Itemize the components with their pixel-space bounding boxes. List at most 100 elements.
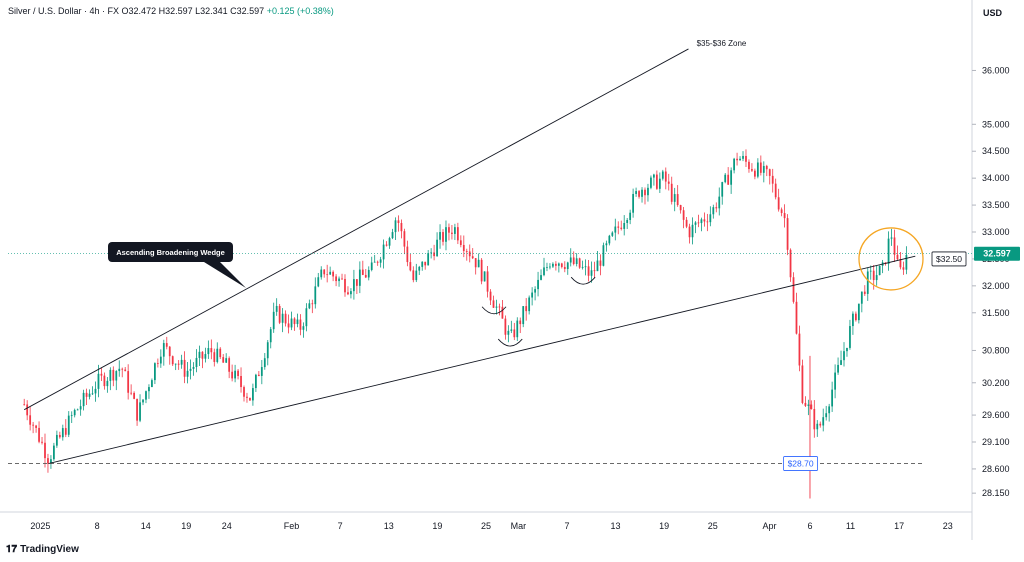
candle-body <box>816 423 819 430</box>
candle-body <box>869 270 872 272</box>
target-zone-label: $35-$36 Zone <box>697 39 747 48</box>
candle-body <box>706 221 709 223</box>
candle-body <box>201 351 204 359</box>
currency-label[interactable]: USD <box>983 8 1003 18</box>
candle-body <box>611 232 614 236</box>
candle-body <box>409 262 412 271</box>
symbol-name: Silver / U.S. Dollar · 4h · FX <box>8 6 120 16</box>
candle-body <box>231 371 234 379</box>
candle-body <box>311 303 314 305</box>
tradingview-logo: 𝟏𝟕 TradingView <box>6 544 79 555</box>
candle-body <box>326 274 329 276</box>
candle-body <box>406 246 409 263</box>
candle-body <box>483 271 486 282</box>
candle-body <box>480 259 483 282</box>
candle-body <box>546 266 548 268</box>
candle-body <box>471 256 474 259</box>
time-axis[interactable]: 2025 8 14 19 24 Feb 7 13 19 25 Mar 7 13 19 25 Apr 6 11 17 2… <box>30 521 952 531</box>
candle-body <box>430 252 433 254</box>
highlight-circle <box>858 227 924 291</box>
candle-body <box>739 158 741 161</box>
candle-body <box>109 369 112 381</box>
candle-body <box>35 425 37 428</box>
candle-body <box>623 222 626 229</box>
candle-body <box>180 359 183 365</box>
candle-body <box>846 347 848 352</box>
time-tick-label: 25 <box>708 521 718 531</box>
candle-body <box>177 363 180 365</box>
candle-body <box>771 175 774 184</box>
candle-body <box>459 240 462 245</box>
candle-body <box>575 258 578 264</box>
candle-body <box>638 191 640 197</box>
candle-body <box>495 306 498 308</box>
candle-body <box>32 424 35 426</box>
candle-body <box>53 445 55 460</box>
candle-body <box>655 174 658 189</box>
candle-body <box>382 244 385 260</box>
candle-body <box>893 237 896 255</box>
candle-body <box>121 368 124 370</box>
candle-body <box>124 369 127 372</box>
resistance-tag-label: $32.50 <box>936 254 962 264</box>
candle-body <box>730 170 733 185</box>
candle-body <box>219 348 222 358</box>
candle-body <box>269 329 272 343</box>
candle-body <box>795 301 798 334</box>
time-tick-label: 6 <box>807 521 812 531</box>
candle-body <box>635 191 637 194</box>
candle-body <box>243 387 245 397</box>
candle-body <box>468 251 471 257</box>
candle-body <box>293 318 296 325</box>
time-tick-label: Apr <box>762 521 776 531</box>
candle-body <box>498 306 501 308</box>
candle-body <box>355 279 358 286</box>
candle-body <box>240 376 242 388</box>
candle-body <box>257 374 260 376</box>
candle-body <box>465 251 468 252</box>
candle-body <box>85 392 88 397</box>
candle-body <box>590 270 593 276</box>
candle-body <box>742 155 744 159</box>
candle-body <box>118 368 121 372</box>
candle-body <box>673 194 676 202</box>
time-tick-label: 19 <box>432 521 442 531</box>
candle-body <box>843 351 845 361</box>
candle-body <box>786 218 789 250</box>
candle-body <box>165 343 168 347</box>
time-tick-label: 7 <box>564 521 569 531</box>
pattern-arc <box>497 338 523 347</box>
candle-body <box>47 458 49 464</box>
candle-body <box>55 434 58 446</box>
candle-body <box>254 374 257 389</box>
candle-body <box>801 365 804 403</box>
time-tick-label: 25 <box>481 521 491 531</box>
time-tick-label: 14 <box>141 521 151 531</box>
candle-body <box>207 348 210 355</box>
candle-body <box>552 263 554 267</box>
candle-body <box>338 278 340 282</box>
candle-body <box>213 352 216 362</box>
candle-body <box>578 258 581 268</box>
candle-body <box>599 260 602 266</box>
candle-body <box>156 363 159 364</box>
price-axis[interactable]: 36.000 35.000 34.500 34.000 33.500 33.000 32.5… <box>972 65 1020 498</box>
candle-body <box>605 243 608 246</box>
candle-body <box>703 219 706 222</box>
candle-body <box>454 227 456 234</box>
candle-body <box>688 226 691 238</box>
candle-body <box>537 279 539 290</box>
candle-body <box>373 261 376 263</box>
candle-body <box>100 373 103 376</box>
candle-body <box>596 260 599 272</box>
time-tick-label: 17 <box>894 521 904 531</box>
candle-body <box>679 205 682 211</box>
candle-body <box>780 209 783 214</box>
candle-body <box>412 270 415 281</box>
candle-body <box>647 187 649 196</box>
candle-body <box>486 271 489 292</box>
candle-body <box>88 393 91 397</box>
candle-body <box>632 193 635 213</box>
candle-body <box>854 313 857 321</box>
